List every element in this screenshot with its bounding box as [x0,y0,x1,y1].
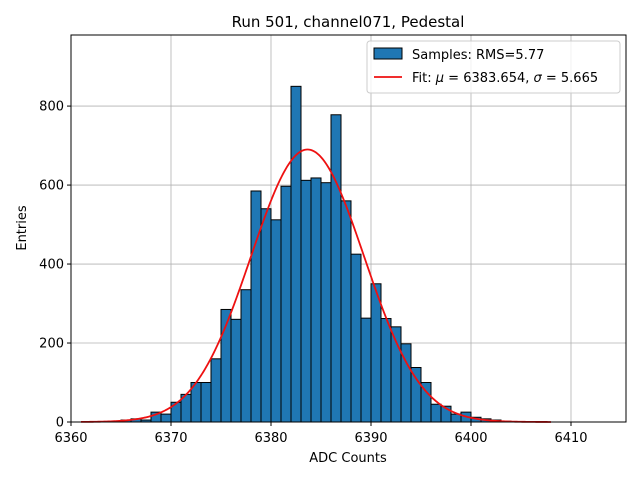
x-tick-label: 6390 [354,431,387,446]
x-axis-ticks: 6360 6370 6380 6390 6400 6410 [54,422,588,446]
histogram-bar [320,182,332,423]
y-tick-label: 600 [39,179,64,194]
histogram-bar [310,177,322,423]
histogram-bar [270,219,282,423]
y-tick-label: 800 [39,100,64,115]
histogram-bar [230,318,242,423]
legend-mu-value: = 6383.654, [444,71,533,86]
x-tick-label: 6380 [254,431,287,446]
plot-frame [70,34,627,423]
histogram-bar [430,403,442,423]
histogram-bar [410,367,422,423]
histogram-bar [200,382,212,423]
y-tick-label: 400 [39,258,64,273]
y-axis-title: Entries [15,205,30,251]
x-tick-label: 6370 [154,431,187,446]
histogram-bar [250,190,262,423]
histogram-bar [300,179,312,423]
histogram-bar [340,200,352,423]
histogram-bar [260,208,272,423]
histogram-bar [330,114,342,423]
y-tick-label: 0 [56,416,64,431]
legend-sigma-symbol: σ [534,71,543,86]
histogram-bar [210,358,222,423]
legend-mu-symbol: μ [435,71,444,86]
y-axis-ticks: 0 200 400 600 800 [39,100,71,431]
x-tick-label: 6410 [554,431,587,446]
histogram-bar [350,253,362,423]
legend-box [366,40,621,94]
histogram-bar [370,283,382,423]
histogram-bar [280,185,292,423]
histogram-bar [290,85,302,423]
histogram-bar [380,318,392,423]
fit-curve-layer [80,148,551,423]
y-tick-label: 200 [39,337,64,352]
legend-histogram-swatch [373,47,403,60]
histogram-bars [110,85,512,423]
histogram-bar [360,317,372,423]
legend-fit-prefix: Fit: [412,71,436,86]
x-axis-title: ADC Counts [309,451,387,466]
histogram-bar [240,289,252,423]
legend-fit-label: Fit: μ = 6383.654, σ = 5.665 [412,71,598,86]
x-tick-label: 6400 [454,431,487,446]
x-tick-label: 6360 [54,431,87,446]
fit-curve [80,148,551,423]
legend-sigma-value: = 5.665 [542,71,598,86]
histogram-bar [160,413,172,423]
chart-title: Run 501, channel071, Pedestal [232,13,465,31]
legend: Samples: RMS=5.77 Fit: μ = 6383.654, σ =… [366,40,621,94]
legend-histogram-label: Samples: RMS=5.77 [412,48,544,63]
